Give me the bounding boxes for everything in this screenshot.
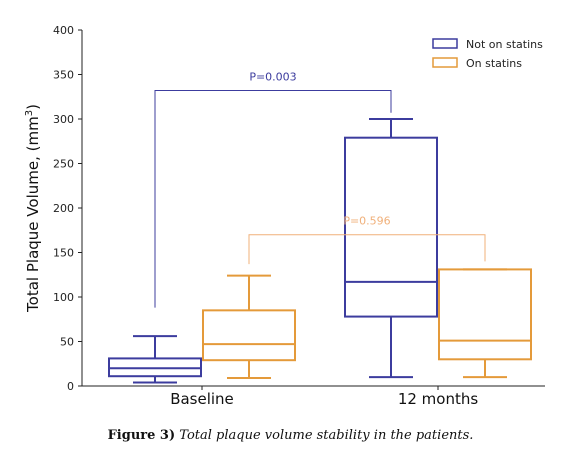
x-categories: Baseline 12 months [170,386,478,408]
box-not-on-statins-baseline [108,335,202,384]
y-tick-label: 300 [53,113,74,126]
figure-caption: Figure 3) Total plaque volume stability … [0,428,581,443]
p-value-label: P=0.003 [249,71,296,84]
legend-swatch-not-on-statins [432,38,458,49]
y-tick-label: 150 [53,247,74,260]
y-tick-label: 350 [53,69,74,82]
x-category-label: 12 months [398,390,479,408]
box-plot-chart: 0 50 100 150 200 250 300 350 400 Total Plaque Vo… [24,24,545,408]
y-ticks: 0 50 100 150 200 250 300 350 400 [53,24,82,393]
caption-text: Total plaque volume stability in the pat… [179,428,474,443]
y-tick-label: 50 [60,336,74,349]
y-tick-label: 400 [53,24,74,37]
iqr-box [344,136,438,318]
caption-label: Figure 3) [107,428,176,443]
p-value-annotations: P=0.003 P=0.596 [154,71,486,308]
box-not-on-statins-12-months [344,118,438,379]
box-on-statins-12-months [438,268,532,379]
legend-label-on-statins: On statins [466,57,522,70]
x-category-label: Baseline [170,390,234,408]
y-tick-label: 250 [53,158,74,171]
iqr-box [438,268,532,361]
legend-label-not-on-statins: Not on statins [466,38,543,51]
axes [81,30,545,387]
box-on-statins-baseline [202,274,296,379]
boxes [108,118,532,384]
p-value-label: P=0.596 [343,215,390,228]
y-axis-label-superscript: 3 [24,110,35,116]
y-tick-label: 200 [53,202,74,215]
y-tick-label: 100 [53,291,74,304]
legend: Not on statins On statins [432,38,543,70]
significance-bracket [154,90,392,308]
significance-bracket [248,234,486,265]
y-axis-label: Total Plaque Volume, (mm3) [24,104,42,313]
iqr-box [202,309,296,362]
y-tick-label: 0 [67,380,74,393]
legend-swatch-on-statins [432,57,458,68]
